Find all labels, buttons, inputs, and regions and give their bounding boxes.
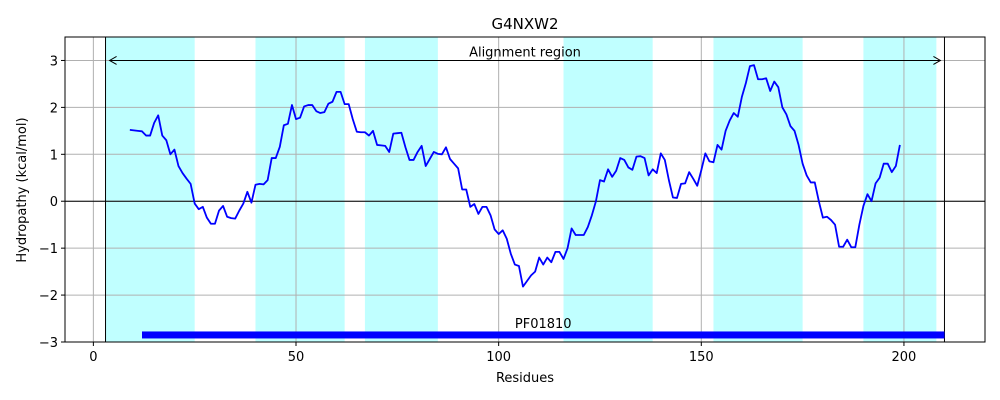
hydrophobic-band-6 — [863, 37, 937, 342]
hydrophobic-band-5 — [713, 37, 803, 342]
axis-ticks: 0 50 100 150 200 −3 −2 −1 0 1 2 3 — [39, 54, 917, 365]
y-tick-label: 3 — [50, 54, 58, 69]
hydrophobic-band-2 — [255, 37, 345, 342]
y-tick-label: 2 — [50, 101, 58, 116]
alignment-arrow-left-head — [108, 56, 117, 65]
y-tick-label: −2 — [39, 289, 58, 304]
y-tick-label: 1 — [50, 148, 58, 163]
plot-frame — [64, 36, 986, 343]
annotations: Alignment region PF01810 — [108, 45, 945, 339]
hydrophobic-band-3 — [364, 37, 438, 342]
domain-label: PF01810 — [515, 317, 572, 332]
y-tick-label: −3 — [39, 336, 58, 351]
alignment-region-label: Alignment region — [469, 45, 581, 60]
hydrophobic-band-4 — [563, 37, 653, 342]
grid-lines — [65, 37, 985, 343]
hydrophobic-band-1 — [105, 37, 195, 342]
y-axis-label: Hydropathy (kcal/mol) — [15, 117, 30, 262]
domain-bar — [142, 331, 945, 339]
x-tick-label: 200 — [892, 350, 917, 365]
alignment-arrow-right-head — [933, 56, 942, 65]
x-axis-label: Residues — [496, 371, 554, 386]
hydrophobic-bands — [105, 37, 937, 342]
series-layer — [129, 64, 901, 288]
x-tick-label: 150 — [689, 350, 714, 365]
hydropathy-line-1 — [129, 64, 901, 288]
x-tick-label: 50 — [288, 350, 305, 365]
y-tick-label: −1 — [39, 242, 58, 257]
x-tick-label: 100 — [486, 350, 511, 365]
reference-lines — [65, 37, 985, 342]
chart-title: G4NXW2 — [491, 15, 558, 33]
x-tick-label: 0 — [89, 350, 97, 365]
y-tick-label: 0 — [50, 195, 58, 210]
